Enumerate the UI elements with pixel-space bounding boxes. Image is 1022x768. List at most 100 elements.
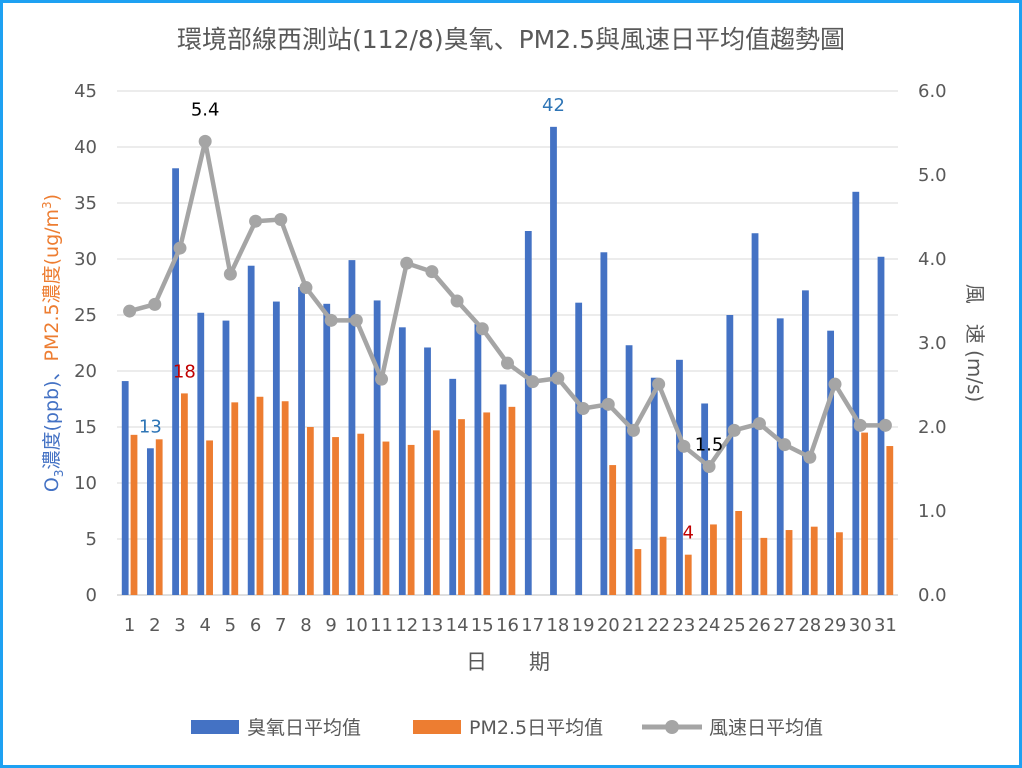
wind-line: [123, 134, 892, 473]
ozone-bar: [751, 233, 759, 596]
ozone-bar: [449, 378, 457, 595]
wind-point: [123, 304, 137, 318]
wind-point: [299, 281, 313, 295]
x-tick-label: 8: [300, 615, 311, 636]
wind-point: [677, 439, 691, 453]
x-axis-ticks: 1 2 3 4 5 6 7 8 9 10 11 12 13 14 15 16 17 18 19 20 21 22 23 24 2…: [124, 615, 897, 636]
wind-point: [450, 294, 464, 308]
ozone-bar: [298, 287, 305, 595]
o3-label-prefix: O: [41, 477, 63, 492]
pm25-bar: [634, 549, 642, 595]
pm25-bar: [735, 511, 743, 595]
x-tick-label: 27: [773, 615, 796, 636]
x-tick-label: 28: [798, 615, 821, 636]
wind-point: [173, 241, 187, 255]
x-tick-label: 18: [546, 615, 569, 636]
grid-lines: [117, 90, 898, 596]
ozone-bar: [524, 231, 532, 595]
ozone-bar: [348, 260, 356, 595]
ozone-bar: [676, 359, 683, 595]
x-tick-label: 21: [622, 615, 645, 636]
ozone-bar: [499, 384, 507, 595]
data-label: 1.5: [695, 434, 724, 455]
wind-point: [652, 377, 666, 391]
left-label-separator: 、: [41, 361, 63, 380]
wind-point: [878, 418, 892, 432]
x-tick-label: 4: [199, 615, 210, 636]
wind-point: [198, 134, 212, 148]
ozone-bar: [272, 301, 280, 595]
x-tick-label: 3: [174, 615, 185, 636]
x-tick-label: 29: [824, 615, 847, 636]
left-tick-label: 15: [74, 417, 97, 438]
x-tick-label: 23: [672, 615, 695, 636]
right-tick-label: 2.0: [918, 417, 947, 438]
pm25-bar: [432, 430, 440, 595]
wind-point: [324, 313, 338, 327]
pm-label-close: ): [41, 194, 63, 201]
x-tick-label: 9: [325, 615, 336, 636]
ozone-bar: [625, 345, 633, 595]
ozone-bar: [701, 403, 709, 595]
x-tick-label: 7: [275, 615, 286, 636]
x-tick-label: 25: [723, 615, 746, 636]
wind-point: [803, 450, 817, 464]
ozone-bar: [600, 252, 608, 595]
pm-label-superscript: 3: [40, 201, 54, 209]
wind-point: [274, 213, 288, 227]
right-tick-label: 5.0: [918, 165, 947, 186]
x-tick-label: 13: [420, 615, 443, 636]
legend-swatch-ozone: [191, 720, 239, 734]
o3-label-subscript: 3: [52, 469, 66, 477]
ozone-bar: [121, 381, 129, 595]
pm25-bar: [684, 554, 692, 595]
pm25-bar: [231, 402, 239, 595]
ozone-bar: [827, 330, 835, 595]
wind-point: [828, 377, 842, 391]
wind-point: [223, 267, 237, 281]
wind-point: [148, 297, 162, 311]
left-tick-label: 35: [74, 193, 97, 214]
pm25-bar: [206, 440, 213, 595]
pm25-bar: [483, 412, 491, 595]
left-tick-label: 45: [74, 81, 97, 102]
wind-point: [853, 418, 867, 432]
legend-swatch-pm25: [413, 720, 461, 734]
right-tick-label: 0.0: [918, 585, 947, 606]
x-tick-label: 31: [874, 615, 897, 636]
x-tick-label: 22: [647, 615, 670, 636]
pm25-bar: [281, 401, 289, 595]
x-tick-label: 12: [395, 615, 418, 636]
left-tick-label: 10: [74, 473, 97, 494]
pm25-bar: [609, 465, 617, 595]
left-tick-label: 40: [74, 137, 97, 158]
left-tick-label: 25: [74, 305, 97, 326]
wind-point: [727, 423, 741, 437]
ozone-bar: [474, 323, 482, 595]
wind-point: [626, 423, 640, 437]
wind-point: [425, 265, 439, 279]
wind-point: [475, 322, 489, 336]
ozone-bar: [726, 315, 734, 595]
wind-point: [702, 459, 716, 473]
pm25-bar: [861, 432, 869, 595]
pm25-bar: [785, 530, 793, 595]
x-tick-label: 14: [446, 615, 469, 636]
pm25-bar: [155, 439, 163, 595]
right-tick-label: 6.0: [918, 81, 947, 102]
ozone-bar: [172, 168, 179, 595]
pm25-bar: [508, 406, 516, 595]
pm25-bar: [836, 532, 843, 595]
data-label: 13: [139, 416, 162, 437]
ozone-bar: [373, 300, 381, 595]
left-tick-label: 5: [86, 529, 97, 550]
x-tick-label: 20: [597, 615, 620, 636]
right-axis-label: 風 速 (m/s): [963, 284, 987, 403]
wind-point: [375, 372, 389, 386]
pm25-bar: [659, 536, 667, 595]
ozone-bar: [802, 290, 809, 595]
pm25-bar: [306, 427, 314, 595]
ozone-bar: [776, 318, 784, 595]
x-axis-label: 日 期: [466, 650, 550, 674]
